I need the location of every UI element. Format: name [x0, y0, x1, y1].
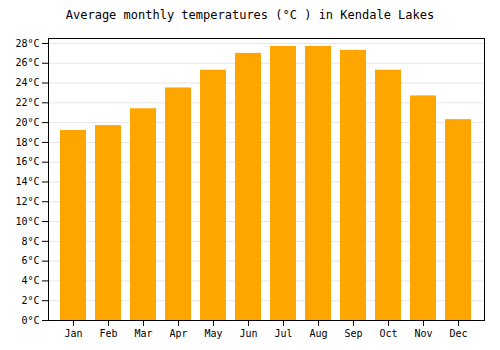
svg-text:Apr: Apr [169, 328, 187, 339]
svg-text:Dec: Dec [449, 328, 467, 339]
svg-text:6°C: 6°C [21, 255, 39, 266]
svg-text:16°C: 16°C [15, 156, 39, 167]
svg-text:Sep: Sep [344, 328, 362, 339]
svg-text:18°C: 18°C [15, 137, 39, 148]
svg-text:24°C: 24°C [15, 77, 39, 88]
svg-text:Aug: Aug [309, 328, 327, 339]
svg-text:May: May [204, 328, 222, 339]
svg-text:8°C: 8°C [21, 236, 39, 247]
svg-text:14°C: 14°C [15, 176, 39, 187]
svg-text:10°C: 10°C [15, 216, 39, 227]
svg-text:26°C: 26°C [15, 57, 39, 68]
svg-text:Oct: Oct [379, 328, 397, 339]
svg-text:28°C: 28°C [15, 38, 39, 49]
svg-text:Jul: Jul [274, 328, 292, 339]
svg-text:Nov: Nov [414, 328, 432, 339]
svg-text:Feb: Feb [99, 328, 117, 339]
svg-text:22°C: 22°C [15, 97, 39, 108]
svg-text:12°C: 12°C [15, 196, 39, 207]
svg-text:Jun: Jun [239, 328, 257, 339]
svg-text:4°C: 4°C [21, 275, 39, 286]
svg-text:0°C: 0°C [21, 315, 39, 326]
svg-text:20°C: 20°C [15, 117, 39, 128]
svg-text:Jan: Jan [64, 328, 82, 339]
html-text:Average monthly temperatures (: Average monthly temperatures (°C ) in Ke… [65, 8, 435, 22]
svg-text:2°C: 2°C [21, 295, 39, 306]
svg-text:Mar: Mar [134, 328, 152, 339]
